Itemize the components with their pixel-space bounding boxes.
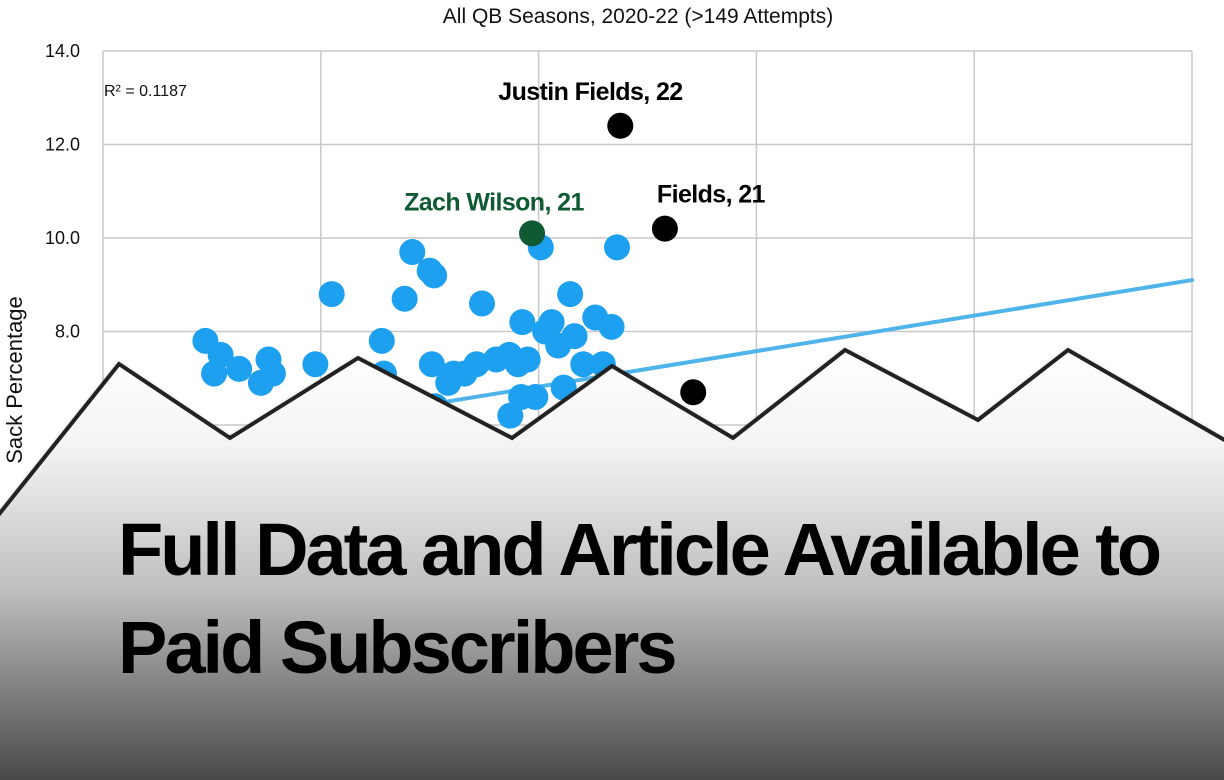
data-point — [247, 369, 274, 396]
data-point — [509, 309, 536, 336]
data-point — [522, 383, 549, 410]
highlight-point — [519, 220, 546, 247]
data-point — [468, 290, 495, 317]
data-point — [368, 327, 395, 354]
data-point — [561, 323, 588, 350]
data-point — [399, 239, 426, 266]
outlier-point — [680, 379, 707, 406]
data-point — [226, 355, 253, 382]
data-point — [201, 360, 228, 387]
data-point — [604, 234, 631, 261]
y-tick-label: 14.0 — [45, 41, 80, 61]
outlier-label: Fields, 21 — [657, 181, 766, 209]
data-point — [391, 285, 418, 312]
data-point — [598, 313, 625, 340]
paywall-mountain-shape — [0, 347, 1224, 780]
y-tick-label: 10.0 — [45, 228, 80, 248]
data-point — [570, 351, 597, 378]
y-tick-label: 12.0 — [45, 135, 80, 155]
data-point — [318, 281, 345, 308]
data-point — [557, 281, 584, 308]
data-point — [514, 346, 541, 373]
data-point — [497, 402, 524, 429]
data-point — [416, 257, 443, 284]
outlier-point — [651, 215, 678, 242]
data-point — [463, 351, 490, 378]
data-point — [418, 351, 445, 378]
outlier-point — [607, 112, 634, 139]
r-squared-label: R² = 0.1187 — [104, 83, 187, 100]
paywall-line-2: Paid Subscribers — [118, 606, 675, 689]
paywall-overlay: Full Data and Article Available to Paid … — [0, 347, 1224, 780]
chart-title: All QB Seasons, 2020-22 (>149 Attempts) — [443, 5, 833, 28]
data-point — [302, 351, 329, 378]
outlier-label: Justin Fields, 22 — [498, 78, 682, 106]
data-point — [538, 309, 565, 336]
highlight-label: Zach Wilson, 21 — [404, 188, 584, 216]
paywall-line-1: Full Data and Article Available to — [118, 508, 1160, 591]
y-tick-label: 8.0 — [55, 322, 80, 342]
y-axis-ticks: 14.012.010.08.06 — [45, 41, 80, 435]
y-axis-label: Sack Percentage — [2, 296, 27, 464]
